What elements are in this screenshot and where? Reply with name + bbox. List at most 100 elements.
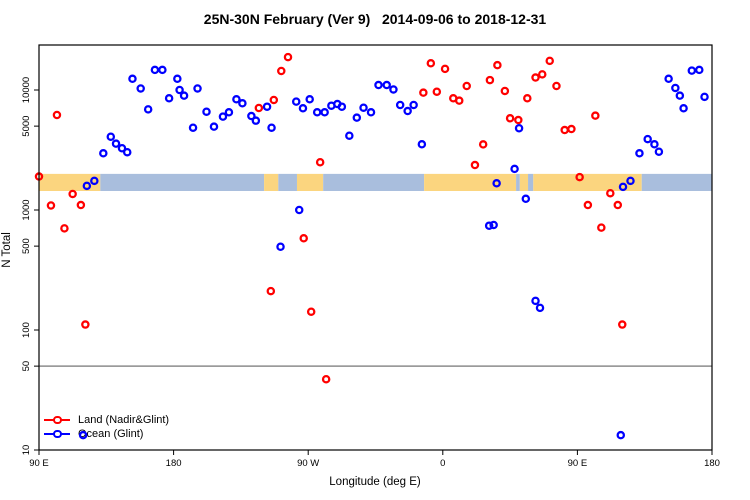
circle-marker-icon — [53, 429, 62, 439]
data-point-land — [597, 223, 606, 232]
data-point-ocean — [535, 303, 545, 313]
data-point-ocean — [90, 176, 99, 186]
data-point-ocean — [345, 131, 354, 140]
x-tick-label: 0 — [440, 458, 445, 469]
plot-border — [38, 44, 713, 451]
x-tick-label: 90 E — [29, 458, 49, 469]
data-point-land — [315, 157, 325, 167]
data-point-land — [591, 111, 600, 120]
data-point-ocean — [382, 80, 391, 90]
data-point-land — [560, 125, 569, 135]
data-point-land — [552, 81, 561, 91]
data-point-ocean — [337, 102, 347, 111]
legend: Land (Nadir&Glint) Ocean (Glint) — [44, 413, 169, 441]
data-point-ocean — [298, 104, 308, 113]
legend-marker-ocean — [44, 429, 70, 439]
data-point-land — [321, 374, 331, 384]
map-band-ocean-segment — [528, 173, 534, 191]
data-point-land — [514, 115, 523, 125]
data-point-ocean — [173, 74, 182, 84]
data-point-land — [613, 200, 623, 210]
data-point-land — [500, 86, 510, 96]
map-band-land-segment — [533, 173, 642, 191]
data-point-ocean — [695, 65, 704, 75]
data-point-ocean — [366, 108, 376, 117]
data-point-land — [432, 87, 442, 96]
data-point-land — [523, 94, 532, 103]
data-point-ocean — [654, 147, 664, 156]
data-point-land — [76, 200, 86, 210]
data-point-land — [493, 60, 502, 70]
data-point-ocean — [78, 430, 88, 440]
data-point-ocean — [374, 80, 383, 90]
data-point-ocean — [635, 149, 644, 158]
data-point-ocean — [276, 242, 285, 252]
data-point-ocean — [352, 113, 362, 122]
data-point-land — [266, 286, 276, 296]
data-point-ocean — [247, 111, 256, 121]
data-point-land — [426, 59, 436, 68]
map-band-land-segment — [296, 173, 324, 191]
y-tick-label: 500 — [21, 238, 32, 254]
data-point-land — [419, 88, 428, 97]
data-point-land — [306, 307, 316, 316]
legend-label-ocean: Ocean (Glint) — [78, 427, 144, 440]
data-point-ocean — [616, 430, 626, 440]
x-tick-label: 180 — [166, 458, 182, 469]
chart-title: 25N-30N February (Ver 9) 2014-09-06 to 2… — [203, 11, 547, 27]
data-point-ocean — [218, 112, 228, 121]
data-point-ocean — [209, 122, 219, 131]
map-band-land-segment — [424, 173, 517, 191]
data-point-ocean — [175, 85, 184, 95]
data-point-land — [299, 234, 308, 243]
data-point-ocean — [417, 140, 427, 149]
data-point-land — [485, 75, 495, 85]
data-point-ocean — [650, 140, 659, 149]
data-point-land — [440, 64, 450, 74]
data-point-ocean — [122, 147, 132, 157]
circle-marker-icon — [53, 415, 62, 425]
data-point-ocean — [99, 149, 108, 158]
data-point-land — [81, 320, 90, 329]
y-tick-label: 100 — [21, 322, 32, 338]
data-point-ocean — [267, 123, 276, 132]
data-point-land — [545, 56, 554, 66]
data-point-ocean — [143, 105, 153, 114]
legend-marker-land — [44, 415, 70, 425]
data-point-land — [52, 110, 62, 120]
data-point-ocean — [510, 164, 519, 174]
data-point-land — [618, 320, 627, 329]
data-point-land — [455, 96, 464, 105]
data-point-ocean — [202, 107, 211, 116]
x-axis-label: Longitude (deg E) — [329, 476, 421, 488]
data-point-ocean — [675, 91, 685, 100]
x-tick-label: 90 W — [297, 458, 319, 469]
data-point-land — [269, 95, 279, 105]
data-point-ocean — [679, 104, 688, 113]
data-point-land — [277, 66, 286, 76]
data-point-ocean — [312, 108, 322, 117]
x-tick-label: 180 — [704, 458, 720, 469]
data-point-ocean — [294, 205, 304, 215]
y-tick-label: 10000 — [21, 77, 32, 103]
data-point-land — [538, 70, 547, 79]
data-point-ocean — [117, 144, 127, 153]
data-point-ocean — [82, 181, 92, 191]
data-point-ocean — [188, 123, 198, 132]
data-point-land — [567, 124, 576, 134]
data-point-land — [470, 160, 480, 170]
map-band-ocean-segment — [323, 173, 425, 191]
data-point-ocean — [664, 74, 673, 84]
map-band-land-segment — [519, 173, 529, 191]
data-point-land — [478, 140, 488, 149]
data-point-ocean — [359, 103, 368, 112]
data-point-ocean — [106, 132, 116, 141]
data-point-land — [606, 188, 615, 198]
data-point-land — [531, 73, 540, 82]
map-band-ocean-segment — [278, 173, 297, 191]
data-point-ocean — [179, 91, 189, 100]
map-band-ocean-segment — [641, 173, 712, 191]
data-point-land — [60, 224, 69, 233]
data-point-land — [583, 200, 593, 210]
data-point-ocean — [238, 99, 247, 108]
